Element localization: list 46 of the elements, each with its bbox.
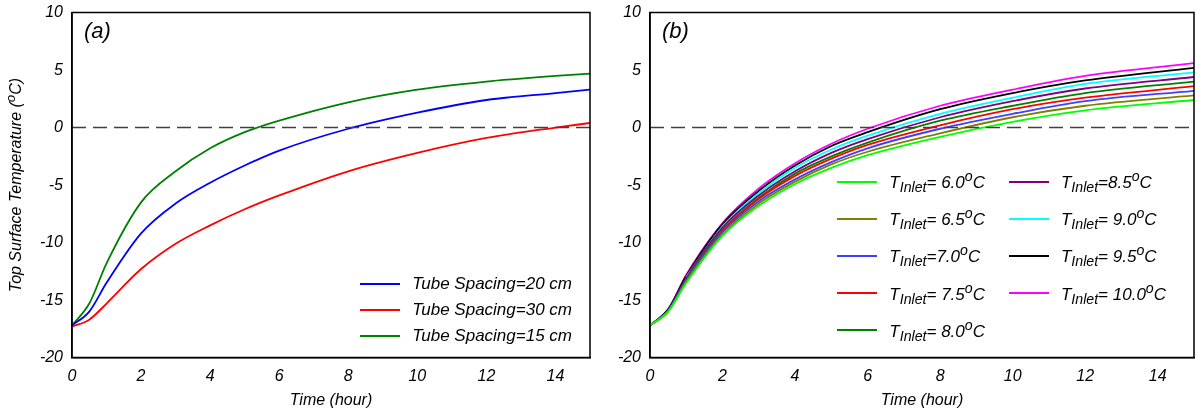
- x-tick-label: 0: [645, 366, 655, 384]
- x-tick-label: 2: [717, 366, 728, 384]
- y-tick-label: -5: [626, 175, 642, 193]
- x-tick-label: 8: [935, 366, 945, 384]
- x-axis-title: Time (hour): [289, 390, 373, 408]
- x-tick-label: 4: [790, 366, 800, 384]
- annotation: (b): [662, 17, 689, 43]
- legend-label: T$_{Inlet}$=8.5$^{o}$C: [1060, 167, 1152, 198]
- x-tick-label: 8: [343, 366, 353, 384]
- legend-label: T$_{Inlet}$= 10.0$^{o}$C: [1060, 278, 1166, 309]
- legend-label: Tube Spacing=20 cm: [412, 272, 572, 295]
- x-tick-label: 12: [477, 366, 496, 384]
- x-axis-title: Time (hour): [880, 390, 964, 408]
- x-tick-label: 0: [67, 366, 77, 384]
- y-tick-label: 5: [54, 60, 64, 78]
- x-tick-label: 10: [408, 366, 427, 384]
- x-tick-label: 14: [1148, 366, 1167, 384]
- legend-label: T$_{Inlet}$= 6.5$^{o}$C: [889, 204, 985, 235]
- y-tick-label: -15: [39, 290, 64, 308]
- y-tick-label: -10: [617, 233, 642, 251]
- y-tick-label: -20: [617, 348, 642, 366]
- legend-label: T$_{Inlet}$=7.0$^{o}$C: [889, 241, 981, 272]
- y-tick-label: 5: [632, 60, 642, 78]
- x-tick-label: 6: [274, 366, 284, 384]
- x-tick-label: 4: [205, 366, 215, 384]
- x-tick-label: 6: [863, 366, 873, 384]
- x-tick-label: 12: [1076, 366, 1095, 384]
- y-tick-label: 10: [623, 3, 642, 21]
- legend-label: T$_{Inlet}$= 9.5$^{o}$C: [1060, 241, 1157, 272]
- x-tick-label: 14: [546, 366, 565, 384]
- y-tick-label: -20: [39, 348, 64, 366]
- legend-label: Tube Spacing=15 cm: [412, 324, 572, 347]
- legend-label: T$_{Inlet}$= 8.0$^{o}$C: [889, 315, 985, 346]
- y-tick-label: 10: [45, 3, 64, 21]
- legend-label: T$_{Inlet}$= 9.0$^{o}$C: [1060, 204, 1157, 235]
- y-tick-label: 0: [632, 118, 642, 136]
- y-tick-label: -15: [617, 290, 642, 308]
- annotation: (a): [84, 17, 111, 43]
- x-tick-label: 2: [135, 366, 146, 384]
- legend-label: T$_{Inlet}$= 7.5$^{o}$C: [889, 278, 985, 309]
- y-tick-label: 0: [54, 118, 64, 136]
- legend-label: Tube Spacing=30 cm: [412, 298, 572, 321]
- y-tick-label: -10: [39, 233, 64, 251]
- y-tick-label: -5: [48, 175, 64, 193]
- x-tick-label: 10: [1003, 366, 1022, 384]
- legend-label: T$_{Inlet}$= 6.0$^{o}$C: [889, 167, 985, 198]
